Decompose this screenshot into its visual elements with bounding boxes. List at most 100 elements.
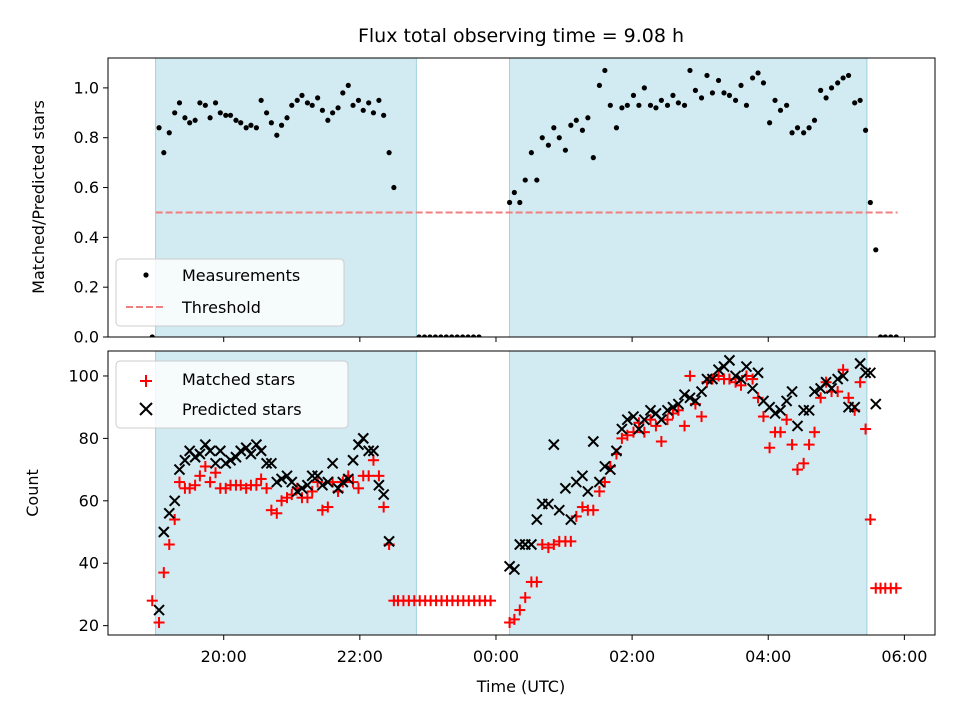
predicted-point-b [352, 438, 365, 451]
bottom-y-axis-ticks: 20 40 60 80 100 [68, 366, 108, 635]
legend-threshold-label: Threshold [181, 298, 261, 317]
matched-point-1 [153, 617, 165, 629]
predicted-point-b [357, 432, 369, 445]
matched-point-91 [644, 414, 656, 426]
predicted-point-b [650, 407, 662, 420]
matched-point-94 [662, 414, 674, 426]
matched-point-43 [367, 454, 379, 466]
predicted-point-95 [780, 395, 793, 407]
measurement-point-4 [172, 110, 178, 116]
predicted-point-89 [746, 382, 759, 395]
legend-predicted-marker [139, 402, 153, 416]
measurement-point-0 [149, 334, 155, 337]
measurement-point-56 [460, 334, 466, 337]
predicted-point-b [854, 357, 866, 370]
predicted-point-b [332, 482, 344, 495]
predicted-point-42 [367, 445, 380, 457]
predicted-point-b [326, 457, 339, 470]
predicted-point-b [740, 360, 753, 373]
measurement-point-71 [568, 122, 574, 128]
predicted-point-b [153, 604, 165, 616]
measurement-point-117 [828, 85, 835, 91]
bottom-x-axis-ticks: 20:00 22:00 00:00 02:00 04:00 06:00 [201, 635, 927, 666]
predicted-point-b [661, 404, 674, 417]
matched-point-114 [774, 426, 786, 438]
measurement-point-77 [602, 67, 608, 74]
predicted-point-74 [661, 404, 674, 417]
predicted-point-8 [194, 448, 206, 460]
legend-matched-marker [140, 375, 152, 387]
matched-point-67 [508, 613, 520, 625]
top-shaded-regions [155, 58, 868, 337]
predicted-point-39 [352, 438, 365, 451]
predicted-point-21 [260, 457, 273, 470]
matched-point-30 [301, 492, 313, 504]
measurement-point-37 [340, 90, 346, 96]
predicted-point-43 [373, 479, 385, 491]
measurement-point-5 [176, 100, 183, 106]
measurement-point-104 [755, 70, 761, 76]
predicted-point-73 [655, 413, 668, 426]
measurement-point-66 [539, 135, 545, 141]
measurement-point-65 [534, 177, 540, 183]
y-tick-label-3: 0.6 [74, 178, 99, 197]
predicted-point-9 [199, 438, 212, 451]
measurement-point-46 [386, 150, 392, 156]
predicted-point-41 [362, 445, 375, 457]
matched-point-119 [803, 439, 815, 451]
predicted-point-b [286, 476, 298, 488]
measurement-point-87 [658, 97, 664, 103]
matched-point-44 [373, 470, 385, 482]
matched-point-92 [650, 420, 662, 432]
predicted-point-b [373, 479, 385, 491]
matched-point-107 [735, 379, 747, 391]
matched-point-68 [514, 604, 526, 616]
measurement-point-30 [304, 100, 311, 106]
matched-point-42 [363, 470, 375, 482]
predicted-point-88 [740, 360, 753, 373]
predicted-point-b [746, 382, 759, 395]
measurement-point-34 [325, 117, 331, 123]
measurement-point-13 [217, 110, 223, 116]
measurement-point-6 [182, 115, 188, 121]
predicted-point-b [831, 373, 844, 385]
predicted-point-b [616, 423, 628, 435]
matched-star-points [146, 364, 902, 629]
predicted-point-61 [587, 435, 600, 448]
matched-point-21 [255, 473, 267, 485]
matched-point-111 [757, 411, 769, 423]
measurement-point-55 [454, 334, 460, 337]
matched-point-129 [860, 423, 872, 435]
predicted-point-b [322, 476, 334, 488]
measurement-point-1 [156, 125, 162, 131]
predicted-point-85 [723, 354, 736, 367]
predicted-point-b [337, 476, 349, 488]
measurement-point-40 [355, 97, 362, 103]
y-tick-label-0: 20 [79, 616, 99, 635]
predicted-point-b [582, 485, 594, 498]
predicted-point-b [281, 470, 293, 482]
measurement-point-76 [596, 82, 603, 89]
measurement-point-84 [641, 85, 647, 91]
measurement-point-95 [704, 72, 710, 79]
measurement-point-80 [619, 105, 625, 111]
predicted-point-b [706, 373, 719, 385]
measurement-point-105 [760, 80, 767, 86]
measurement-point-99 [726, 92, 733, 98]
predicted-point-3 [168, 495, 181, 507]
measurement-point-103 [749, 75, 756, 81]
measurement-point-70 [562, 147, 569, 153]
matched-point-100 [696, 411, 708, 423]
measurement-point-10 [202, 102, 208, 108]
predicted-point-b [367, 445, 380, 457]
predicted-point-b [542, 498, 555, 510]
predicted-point-b [808, 385, 821, 398]
predicted-point-12 [214, 445, 227, 457]
predicted-point-14 [224, 454, 237, 466]
predicted-star-points [153, 354, 882, 616]
predicted-point-b [610, 445, 623, 457]
measurement-point-73 [579, 127, 586, 133]
measurement-point-48 [416, 334, 422, 337]
predicted-point-b [559, 482, 572, 495]
